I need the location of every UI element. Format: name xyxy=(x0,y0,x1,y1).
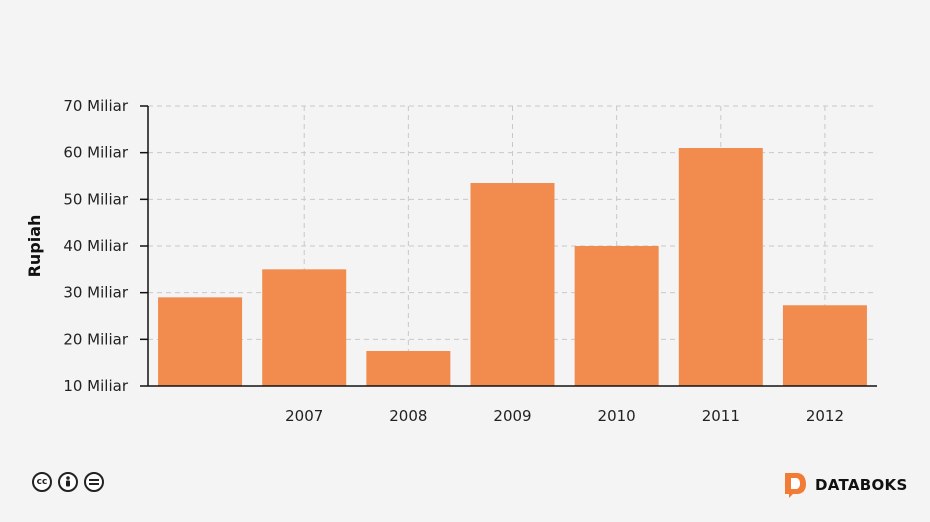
y-tick-label: 30 Miliar xyxy=(63,284,128,302)
x-tick-label: 2007 xyxy=(285,407,323,425)
bar[interactable] xyxy=(470,183,555,386)
x-tick-label: 2012 xyxy=(806,407,844,425)
y-tick-label: 20 Miliar xyxy=(63,330,128,348)
x-tick-label: 2010 xyxy=(598,407,636,425)
x-tick-label: 2011 xyxy=(702,407,740,425)
y-tick-label: 60 Miliar xyxy=(63,144,128,162)
attribution-icon[interactable] xyxy=(58,472,78,492)
x-tick-labels: 2007 2008 2009 2010 2011 2012 xyxy=(285,407,844,425)
y-tick-label: 50 Miliar xyxy=(63,190,128,208)
y-tick-label: 40 Miliar xyxy=(63,237,128,255)
y-tick-label: 10 Miliar xyxy=(63,377,128,395)
axes xyxy=(140,105,877,387)
bar[interactable] xyxy=(678,148,763,386)
bar[interactable] xyxy=(782,305,867,386)
y-tick-labels: 10 Miliar 20 Miliar 30 Miliar 40 Miliar 50 M… xyxy=(63,97,128,395)
license-icons: cc xyxy=(32,472,104,492)
creative-commons-icon[interactable]: cc xyxy=(32,472,52,492)
bar[interactable] xyxy=(262,269,347,386)
y-tick-label: 70 Miliar xyxy=(63,97,128,115)
x-tick-label: 2009 xyxy=(493,407,531,425)
bar[interactable] xyxy=(158,297,243,386)
no-derivatives-icon[interactable] xyxy=(84,472,104,492)
bar[interactable] xyxy=(366,351,451,386)
y-axis-label: Rupiah xyxy=(25,215,44,278)
bar[interactable] xyxy=(574,246,659,386)
databoks-logo-icon xyxy=(785,473,806,498)
databoks-brand[interactable]: DATABOKS xyxy=(783,472,908,498)
bars xyxy=(158,148,867,386)
brand-name: DATABOKS xyxy=(815,476,908,494)
bar-chart: 10 Miliar 20 Miliar 30 Miliar 40 Miliar 50 M… xyxy=(25,97,877,425)
x-tick-label: 2008 xyxy=(389,407,427,425)
